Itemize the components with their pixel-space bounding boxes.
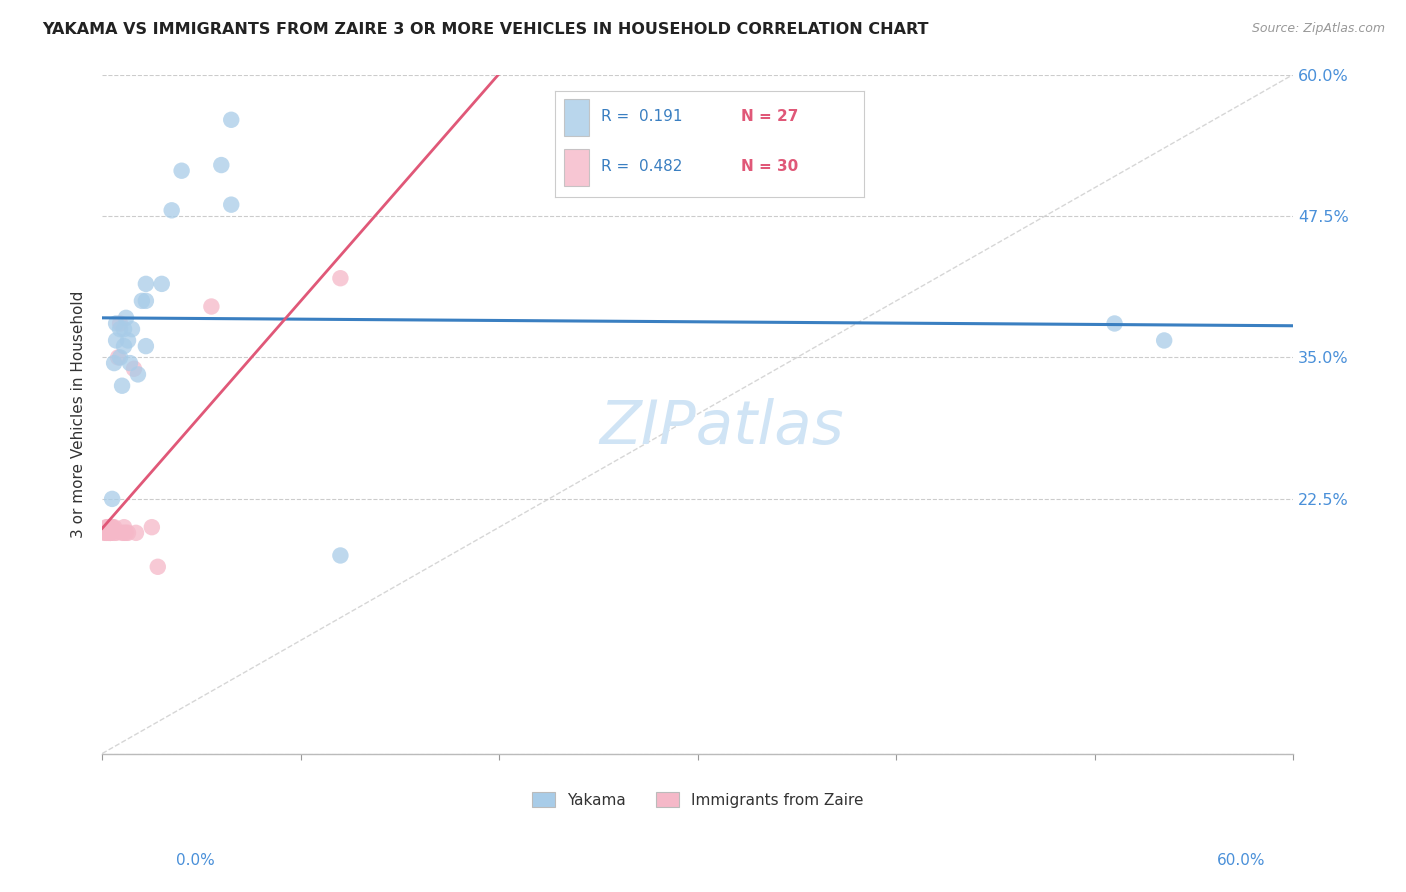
Point <box>112 520 135 534</box>
Text: 0.0%: 0.0% <box>176 854 215 868</box>
Point <box>97 520 120 534</box>
Point <box>131 293 153 308</box>
Point <box>96 525 118 540</box>
Point <box>150 277 173 291</box>
Point <box>111 525 134 540</box>
Point <box>329 549 352 563</box>
Point <box>107 351 129 365</box>
Point <box>97 525 120 540</box>
Point <box>108 351 131 365</box>
Point <box>98 525 121 540</box>
Legend: Yakama, Immigrants from Zaire: Yakama, Immigrants from Zaire <box>526 786 870 814</box>
Point <box>121 322 143 336</box>
Point <box>101 520 124 534</box>
Point <box>103 356 125 370</box>
Point <box>117 525 139 540</box>
Point <box>97 520 120 534</box>
Text: Source: ZipAtlas.com: Source: ZipAtlas.com <box>1251 22 1385 36</box>
Point <box>141 520 163 534</box>
Point <box>101 520 124 534</box>
Point <box>105 334 128 348</box>
Point <box>112 339 135 353</box>
Point <box>125 525 148 540</box>
Point <box>93 525 115 540</box>
Point <box>105 525 128 540</box>
Point <box>101 491 124 506</box>
Point <box>108 322 131 336</box>
Point <box>112 322 135 336</box>
Point <box>146 559 169 574</box>
Point <box>96 525 118 540</box>
Point <box>118 356 141 370</box>
Point <box>219 197 242 211</box>
Point <box>111 378 134 392</box>
Point <box>135 277 157 291</box>
Point <box>98 525 121 540</box>
Point <box>103 520 125 534</box>
Text: 60.0%: 60.0% <box>1218 854 1265 868</box>
Point <box>112 525 135 540</box>
Point <box>160 203 183 218</box>
Point <box>122 361 145 376</box>
Point <box>108 317 131 331</box>
Point <box>98 525 121 540</box>
Point <box>1104 317 1126 331</box>
Point <box>96 520 118 534</box>
Text: ZIPatlas: ZIPatlas <box>599 398 844 457</box>
Point <box>117 334 139 348</box>
Point <box>98 525 121 540</box>
Point <box>105 317 128 331</box>
Point <box>209 158 232 172</box>
Point <box>103 525 125 540</box>
Text: YAKAMA VS IMMIGRANTS FROM ZAIRE 3 OR MORE VEHICLES IN HOUSEHOLD CORRELATION CHAR: YAKAMA VS IMMIGRANTS FROM ZAIRE 3 OR MOR… <box>42 22 929 37</box>
Point <box>97 525 120 540</box>
Point <box>329 271 352 285</box>
Point <box>115 310 138 325</box>
Point <box>135 293 157 308</box>
Point <box>127 368 149 382</box>
Point <box>135 339 157 353</box>
Point <box>170 163 193 178</box>
Y-axis label: 3 or more Vehicles in Household: 3 or more Vehicles in Household <box>72 290 86 538</box>
Point <box>219 112 242 127</box>
Point <box>115 525 138 540</box>
Point <box>200 300 222 314</box>
Point <box>1153 334 1175 348</box>
